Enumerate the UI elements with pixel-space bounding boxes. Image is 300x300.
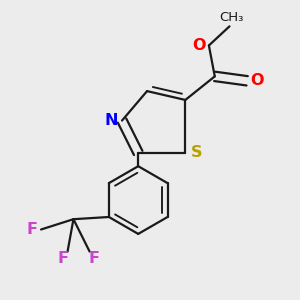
Text: O: O — [192, 38, 205, 53]
Text: F: F — [27, 222, 38, 237]
Text: O: O — [251, 73, 264, 88]
Text: F: F — [58, 251, 69, 266]
Text: CH₃: CH₃ — [219, 11, 243, 24]
Text: S: S — [191, 146, 202, 160]
Text: F: F — [88, 251, 100, 266]
Text: N: N — [104, 113, 118, 128]
